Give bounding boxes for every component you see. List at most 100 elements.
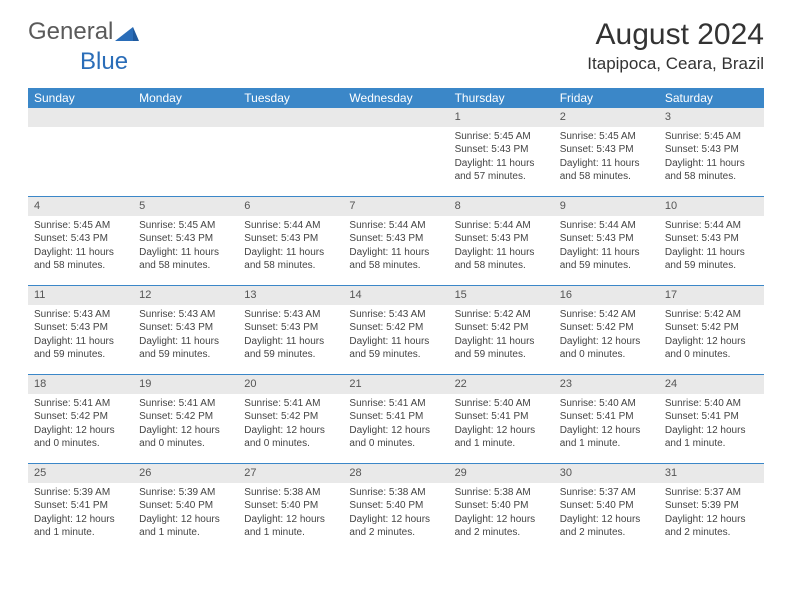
daylight-line: Daylight: 12 hours and 2 minutes. bbox=[560, 513, 653, 540]
week-row: 11Sunrise: 5:43 AMSunset: 5:43 PMDayligh… bbox=[28, 285, 764, 374]
day-number: 20 bbox=[238, 375, 343, 394]
day-number: 19 bbox=[133, 375, 238, 394]
daylight-line: Daylight: 12 hours and 2 minutes. bbox=[349, 513, 442, 540]
weekday-header: Saturday bbox=[659, 88, 764, 108]
week-row: 25Sunrise: 5:39 AMSunset: 5:41 PMDayligh… bbox=[28, 463, 764, 552]
weekday-header: Sunday bbox=[28, 88, 133, 108]
sunrise-line: Sunrise: 5:39 AM bbox=[139, 486, 232, 500]
day-cell: 13Sunrise: 5:43 AMSunset: 5:43 PMDayligh… bbox=[238, 286, 343, 374]
day-number: 12 bbox=[133, 286, 238, 305]
day-cell bbox=[133, 108, 238, 196]
day-details: Sunrise: 5:42 AMSunset: 5:42 PMDaylight:… bbox=[449, 305, 554, 368]
sunrise-line: Sunrise: 5:42 AM bbox=[560, 308, 653, 322]
logo: GeneralBlue bbox=[28, 18, 139, 76]
day-number: 29 bbox=[449, 464, 554, 483]
day-cell: 23Sunrise: 5:40 AMSunset: 5:41 PMDayligh… bbox=[554, 375, 659, 463]
daylight-line: Daylight: 12 hours and 1 minute. bbox=[244, 513, 337, 540]
title-block: August 2024 Itapipoca, Ceara, Brazil bbox=[587, 18, 764, 74]
sunrise-line: Sunrise: 5:44 AM bbox=[455, 219, 548, 233]
daylight-line: Daylight: 12 hours and 2 minutes. bbox=[455, 513, 548, 540]
day-cell: 11Sunrise: 5:43 AMSunset: 5:43 PMDayligh… bbox=[28, 286, 133, 374]
logo-text-general: General bbox=[28, 18, 113, 46]
day-cell: 20Sunrise: 5:41 AMSunset: 5:42 PMDayligh… bbox=[238, 375, 343, 463]
day-details: Sunrise: 5:44 AMSunset: 5:43 PMDaylight:… bbox=[449, 216, 554, 279]
day-cell: 28Sunrise: 5:38 AMSunset: 5:40 PMDayligh… bbox=[343, 464, 448, 552]
day-cell: 4Sunrise: 5:45 AMSunset: 5:43 PMDaylight… bbox=[28, 197, 133, 285]
day-details: Sunrise: 5:42 AMSunset: 5:42 PMDaylight:… bbox=[554, 305, 659, 368]
sunrise-line: Sunrise: 5:42 AM bbox=[455, 308, 548, 322]
day-details: Sunrise: 5:44 AMSunset: 5:43 PMDaylight:… bbox=[659, 216, 764, 279]
daylight-line: Daylight: 11 hours and 58 minutes. bbox=[34, 246, 127, 273]
sunset-line: Sunset: 5:41 PM bbox=[455, 410, 548, 424]
day-number: 15 bbox=[449, 286, 554, 305]
sunset-line: Sunset: 5:42 PM bbox=[34, 410, 127, 424]
day-details: Sunrise: 5:44 AMSunset: 5:43 PMDaylight:… bbox=[343, 216, 448, 279]
daylight-line: Daylight: 12 hours and 0 minutes. bbox=[665, 335, 758, 362]
sunrise-line: Sunrise: 5:44 AM bbox=[560, 219, 653, 233]
weekday-header: Monday bbox=[133, 88, 238, 108]
day-cell bbox=[343, 108, 448, 196]
sunset-line: Sunset: 5:41 PM bbox=[560, 410, 653, 424]
sunset-line: Sunset: 5:40 PM bbox=[349, 499, 442, 513]
sunset-line: Sunset: 5:42 PM bbox=[665, 321, 758, 335]
day-details: Sunrise: 5:45 AMSunset: 5:43 PMDaylight:… bbox=[133, 216, 238, 279]
day-cell: 19Sunrise: 5:41 AMSunset: 5:42 PMDayligh… bbox=[133, 375, 238, 463]
page-header: GeneralBlue August 2024 Itapipoca, Ceara… bbox=[0, 0, 792, 76]
day-details: Sunrise: 5:40 AMSunset: 5:41 PMDaylight:… bbox=[659, 394, 764, 457]
week-row: 4Sunrise: 5:45 AMSunset: 5:43 PMDaylight… bbox=[28, 196, 764, 285]
sunset-line: Sunset: 5:39 PM bbox=[665, 499, 758, 513]
daylight-line: Daylight: 11 hours and 58 minutes. bbox=[244, 246, 337, 273]
day-number: 2 bbox=[554, 108, 659, 127]
day-number bbox=[238, 108, 343, 127]
daylight-line: Daylight: 11 hours and 58 minutes. bbox=[665, 157, 758, 184]
day-details: Sunrise: 5:37 AMSunset: 5:40 PMDaylight:… bbox=[554, 483, 659, 546]
calendar-body: 1Sunrise: 5:45 AMSunset: 5:43 PMDaylight… bbox=[28, 108, 764, 552]
weekday-header-row: SundayMondayTuesdayWednesdayThursdayFrid… bbox=[28, 88, 764, 108]
sunrise-line: Sunrise: 5:40 AM bbox=[665, 397, 758, 411]
sunrise-line: Sunrise: 5:37 AM bbox=[665, 486, 758, 500]
sunset-line: Sunset: 5:43 PM bbox=[34, 321, 127, 335]
day-number: 26 bbox=[133, 464, 238, 483]
day-details: Sunrise: 5:44 AMSunset: 5:43 PMDaylight:… bbox=[238, 216, 343, 279]
calendar: SundayMondayTuesdayWednesdayThursdayFrid… bbox=[28, 88, 764, 552]
daylight-line: Daylight: 11 hours and 57 minutes. bbox=[455, 157, 548, 184]
day-details: Sunrise: 5:45 AMSunset: 5:43 PMDaylight:… bbox=[554, 127, 659, 190]
day-cell: 26Sunrise: 5:39 AMSunset: 5:40 PMDayligh… bbox=[133, 464, 238, 552]
sunrise-line: Sunrise: 5:38 AM bbox=[455, 486, 548, 500]
daylight-line: Daylight: 12 hours and 0 minutes. bbox=[244, 424, 337, 451]
day-details: Sunrise: 5:38 AMSunset: 5:40 PMDaylight:… bbox=[449, 483, 554, 546]
day-cell: 31Sunrise: 5:37 AMSunset: 5:39 PMDayligh… bbox=[659, 464, 764, 552]
weekday-header: Wednesday bbox=[343, 88, 448, 108]
day-cell: 1Sunrise: 5:45 AMSunset: 5:43 PMDaylight… bbox=[449, 108, 554, 196]
sunset-line: Sunset: 5:41 PM bbox=[665, 410, 758, 424]
day-number: 9 bbox=[554, 197, 659, 216]
day-number: 24 bbox=[659, 375, 764, 394]
day-cell: 14Sunrise: 5:43 AMSunset: 5:42 PMDayligh… bbox=[343, 286, 448, 374]
day-details: Sunrise: 5:43 AMSunset: 5:42 PMDaylight:… bbox=[343, 305, 448, 368]
logo-triangle-icon bbox=[115, 25, 139, 46]
day-number: 4 bbox=[28, 197, 133, 216]
day-number: 11 bbox=[28, 286, 133, 305]
daylight-line: Daylight: 12 hours and 0 minutes. bbox=[349, 424, 442, 451]
daylight-line: Daylight: 12 hours and 1 minute. bbox=[560, 424, 653, 451]
day-number bbox=[28, 108, 133, 127]
sunrise-line: Sunrise: 5:40 AM bbox=[560, 397, 653, 411]
day-number bbox=[343, 108, 448, 127]
sunset-line: Sunset: 5:41 PM bbox=[34, 499, 127, 513]
day-cell: 22Sunrise: 5:40 AMSunset: 5:41 PMDayligh… bbox=[449, 375, 554, 463]
day-number: 23 bbox=[554, 375, 659, 394]
day-cell: 10Sunrise: 5:44 AMSunset: 5:43 PMDayligh… bbox=[659, 197, 764, 285]
sunset-line: Sunset: 5:41 PM bbox=[349, 410, 442, 424]
day-cell: 27Sunrise: 5:38 AMSunset: 5:40 PMDayligh… bbox=[238, 464, 343, 552]
day-details: Sunrise: 5:40 AMSunset: 5:41 PMDaylight:… bbox=[554, 394, 659, 457]
sunset-line: Sunset: 5:43 PM bbox=[560, 232, 653, 246]
daylight-line: Daylight: 12 hours and 1 minute. bbox=[665, 424, 758, 451]
daylight-line: Daylight: 11 hours and 59 minutes. bbox=[665, 246, 758, 273]
day-details: Sunrise: 5:39 AMSunset: 5:40 PMDaylight:… bbox=[133, 483, 238, 546]
day-details: Sunrise: 5:44 AMSunset: 5:43 PMDaylight:… bbox=[554, 216, 659, 279]
daylight-line: Daylight: 12 hours and 0 minutes. bbox=[34, 424, 127, 451]
day-number: 21 bbox=[343, 375, 448, 394]
sunset-line: Sunset: 5:43 PM bbox=[349, 232, 442, 246]
day-number: 27 bbox=[238, 464, 343, 483]
sunset-line: Sunset: 5:40 PM bbox=[560, 499, 653, 513]
